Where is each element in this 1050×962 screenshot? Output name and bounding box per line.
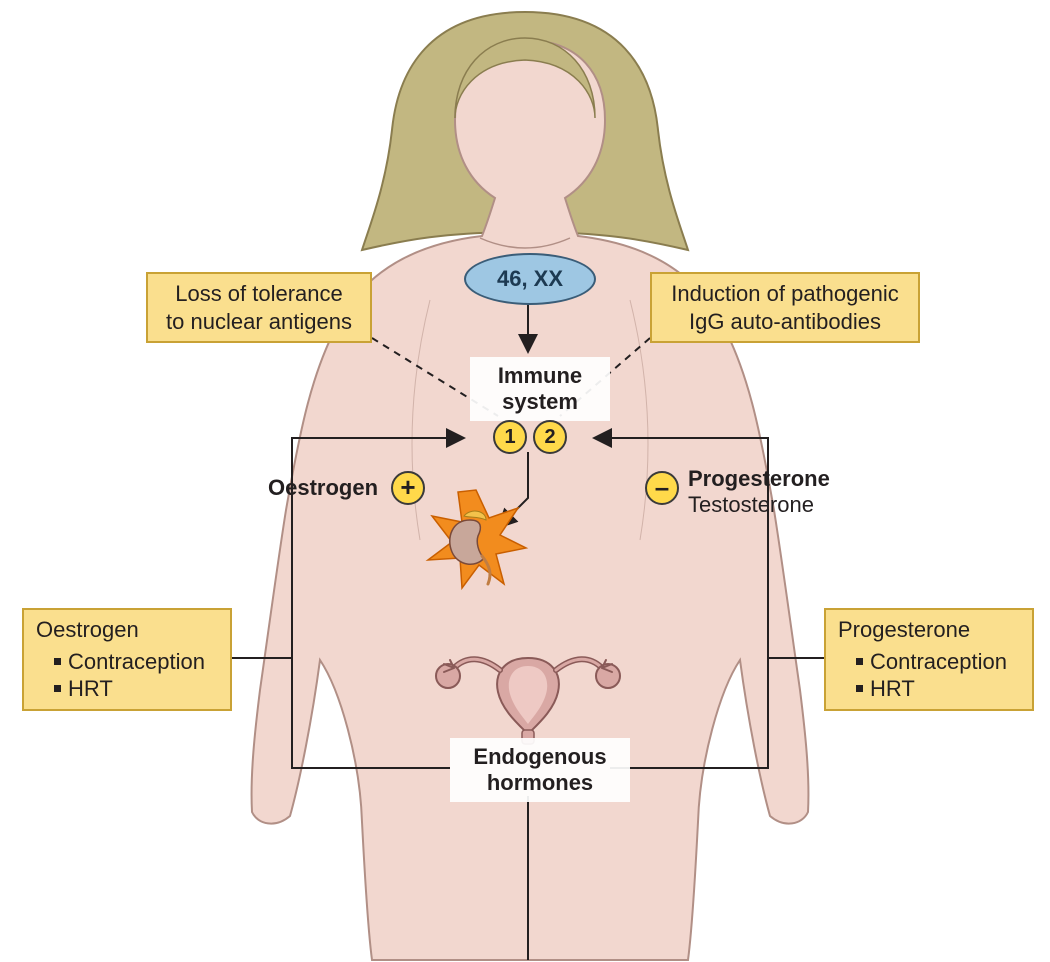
- kidney-starburst: [428, 490, 526, 588]
- label-oestrogen-text: Oestrogen: [268, 475, 378, 500]
- plus-badge-text: +: [400, 472, 415, 502]
- chromosome-badge: 46, XX: [464, 253, 596, 305]
- hair-shape: [362, 12, 688, 250]
- endogenous-box: Endogenous hormones: [450, 738, 630, 802]
- uterus-shape: [436, 658, 620, 744]
- hair-front: [455, 38, 595, 118]
- box-pathogenic-igg-line2: IgG auto-antibodies: [664, 308, 906, 336]
- box-progesterone-item-0: Contraception: [856, 648, 1020, 676]
- adrenal-shape: [464, 511, 486, 520]
- label-progesterone: Progesterone Testosterone: [688, 466, 830, 519]
- diagram-stage: 46, XX Loss of tolerance to nuclear anti…: [0, 0, 1050, 962]
- box-progesterone-item-1: HRT: [856, 675, 1020, 703]
- box-oestrogen-item-1: HRT: [54, 675, 218, 703]
- box-progesterone-sources: Progesterone Contraception HRT: [824, 608, 1034, 711]
- box-pathogenic-igg-line1: Induction of pathogenic: [664, 280, 906, 308]
- starburst-shape: [428, 490, 526, 588]
- badge-2-text: 2: [544, 426, 555, 448]
- box-progesterone-list: Contraception HRT: [838, 648, 1020, 703]
- badge-1-text: 1: [504, 426, 515, 448]
- box-oestrogen-item-0: Contraception: [54, 648, 218, 676]
- box-loss-tolerance-line1: Loss of tolerance: [160, 280, 358, 308]
- label-oestrogen: Oestrogen: [268, 475, 378, 501]
- badge-1: 1: [493, 420, 527, 454]
- box-loss-tolerance-line2: to nuclear antigens: [160, 308, 358, 336]
- endogenous-line1: Endogenous: [460, 744, 620, 770]
- arrow-immune-kidney: [500, 452, 528, 526]
- minus-badge: –: [645, 471, 679, 505]
- label-testosterone: Testosterone: [688, 492, 830, 518]
- box-loss-tolerance: Loss of tolerance to nuclear antigens: [146, 272, 372, 343]
- box-oestrogen-title: Oestrogen: [36, 616, 218, 644]
- label-progesterone-bold: Progesterone: [688, 466, 830, 492]
- minus-badge-text: –: [655, 472, 669, 502]
- box-progesterone-title: Progesterone: [838, 616, 1020, 644]
- immune-line1: Immune: [480, 363, 600, 389]
- plus-badge: +: [391, 471, 425, 505]
- endogenous-line2: hormones: [460, 770, 620, 796]
- box-oestrogen-list: Contraception HRT: [36, 648, 218, 703]
- immune-line2: system: [480, 389, 600, 415]
- chromosome-text: 46, XX: [497, 266, 563, 291]
- badge-2: 2: [533, 420, 567, 454]
- kidney-shape: [450, 520, 484, 564]
- figure-svg: [0, 0, 1050, 962]
- box-pathogenic-igg: Induction of pathogenic IgG auto-antibod…: [650, 272, 920, 343]
- immune-system-box: Immune system: [470, 357, 610, 421]
- box-oestrogen-sources: Oestrogen Contraception HRT: [22, 608, 232, 711]
